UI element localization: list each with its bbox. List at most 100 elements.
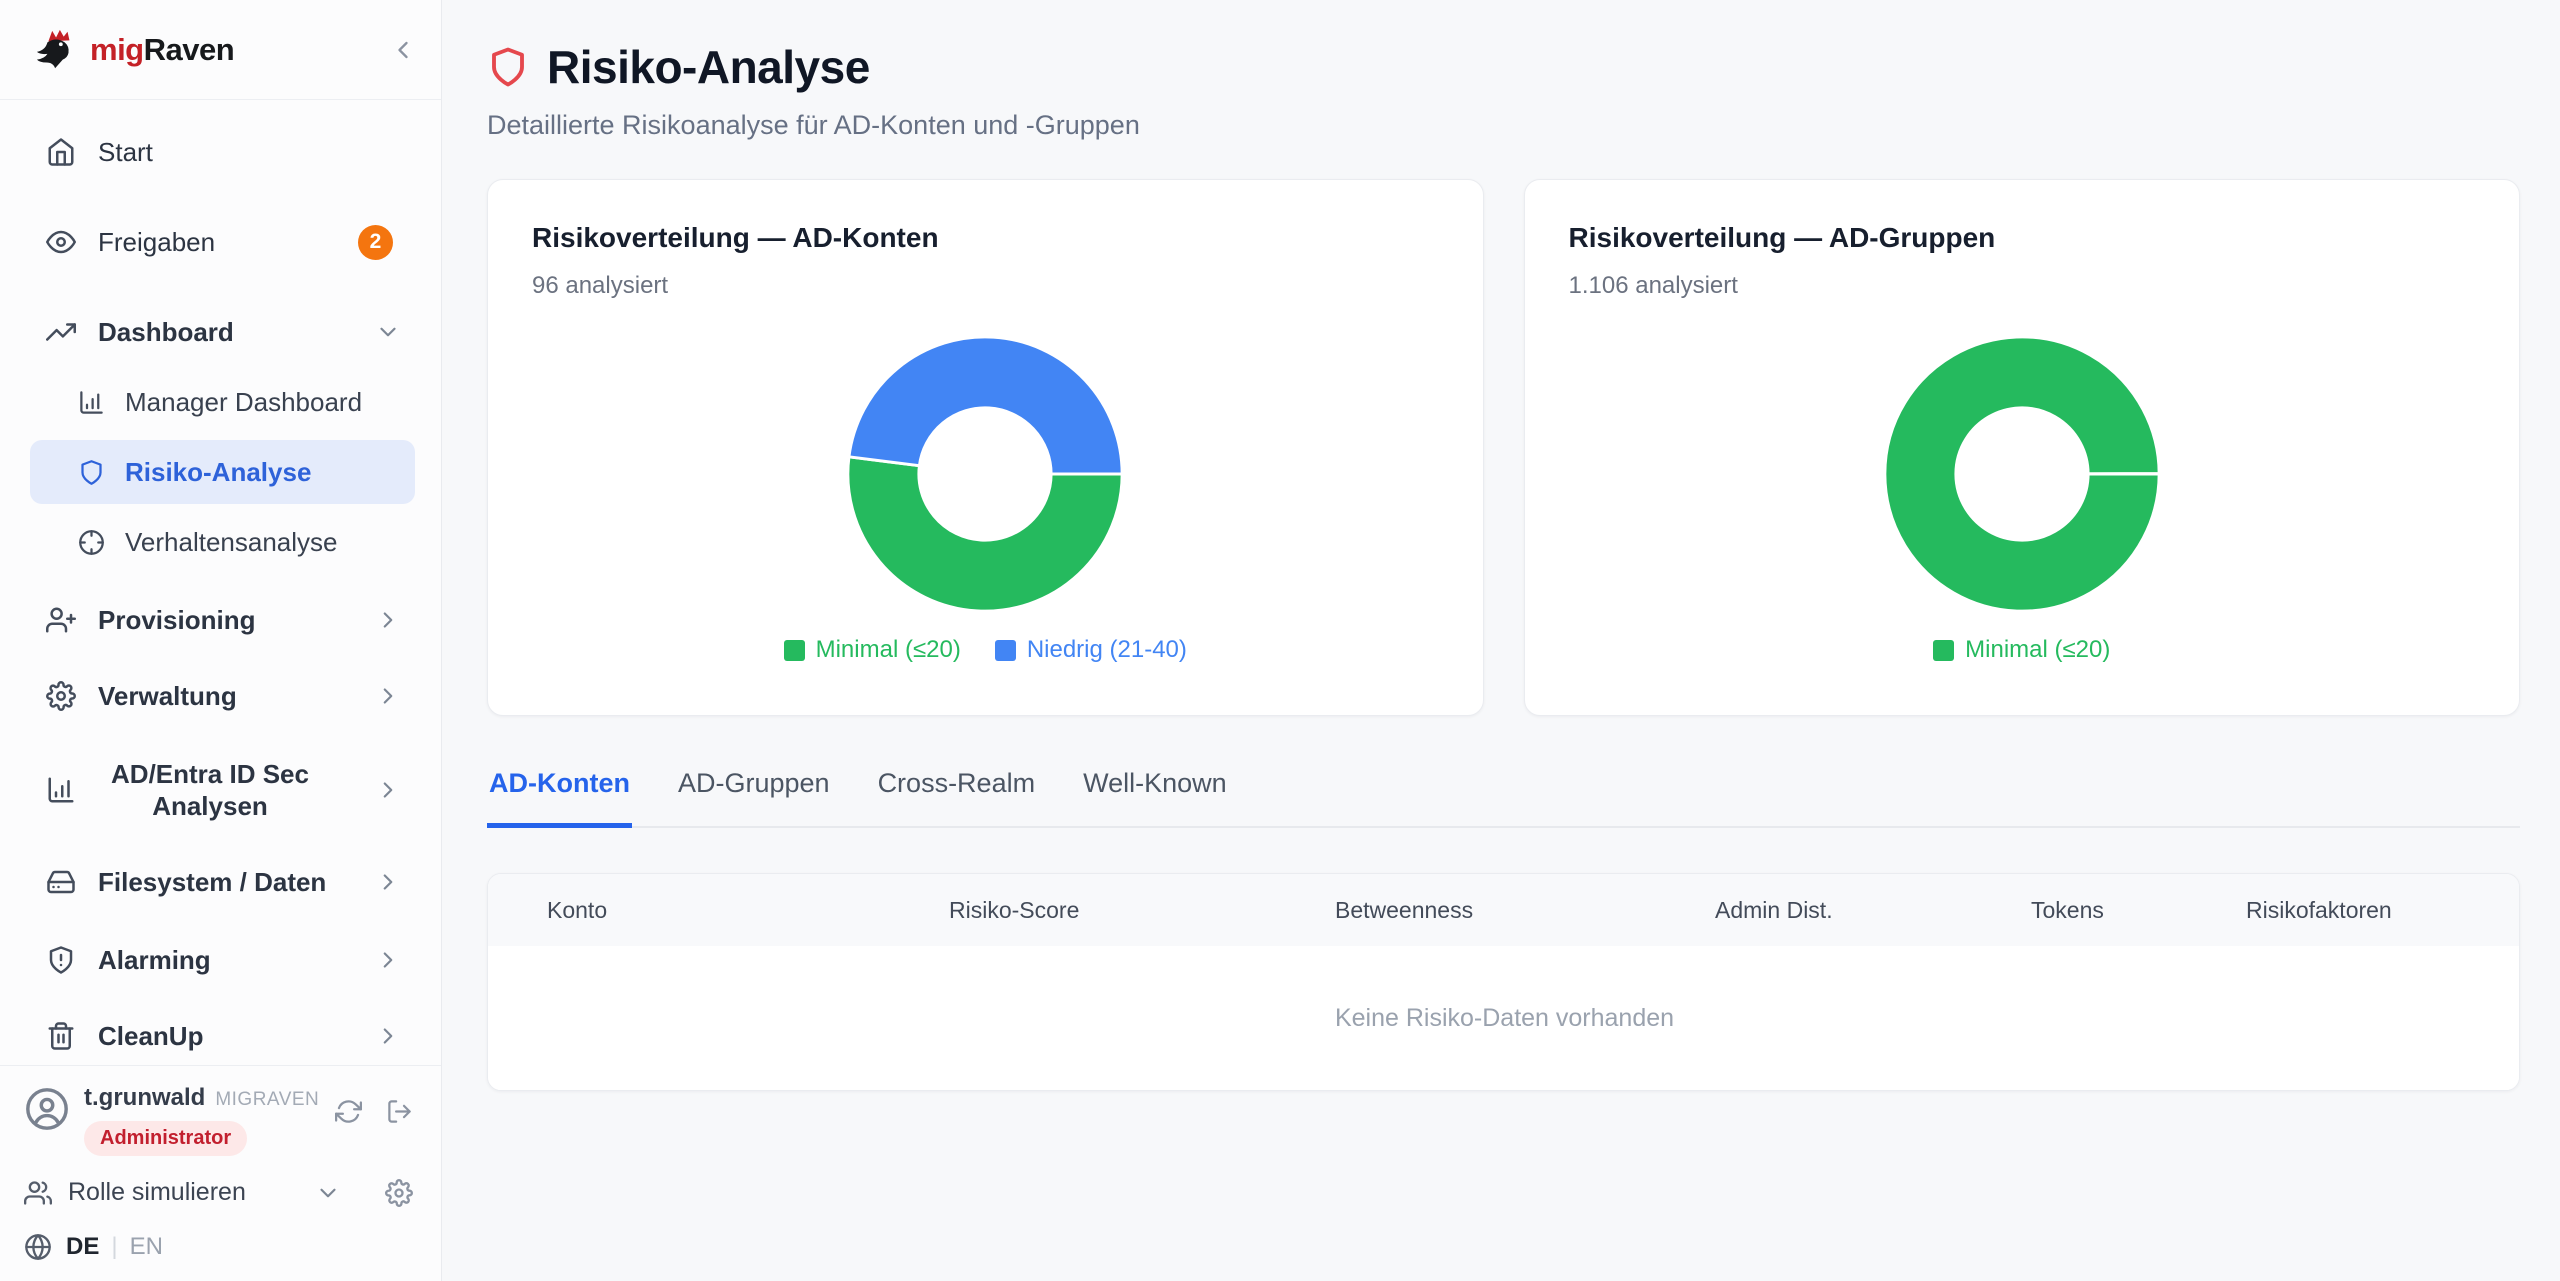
donut-chart-container bbox=[532, 326, 1439, 622]
user-panel: t.grunwald MIGRAVEN Administrator bbox=[24, 1084, 413, 1156]
legend-label: Niedrig (21-40) bbox=[1026, 636, 1187, 663]
empty-state-row: Keine Risiko-Daten vorhanden bbox=[488, 946, 2519, 1090]
lang-en-button[interactable]: EN bbox=[129, 1233, 163, 1260]
page-title: Risiko-Analyse bbox=[547, 41, 870, 93]
sidebar-item-freigaben[interactable]: Freigaben 2 bbox=[30, 210, 415, 274]
chart-legend: Minimal (≤20) bbox=[1569, 636, 2476, 664]
logout-icon bbox=[388, 1100, 411, 1123]
legend-label: Minimal (≤20) bbox=[815, 636, 961, 663]
column-header-tokens: Tokens bbox=[2031, 874, 2246, 946]
legend-swatch bbox=[783, 639, 805, 661]
sidebar-item-filesystem-daten[interactable]: Filesystem / Daten bbox=[30, 850, 415, 914]
chart-column-icon bbox=[78, 389, 105, 416]
sidebar: migRaven Start Freigaben 2 Dashboard bbox=[0, 0, 442, 1281]
legend-label: Minimal (≤20) bbox=[1965, 636, 2111, 663]
chevron-right-icon bbox=[375, 607, 401, 633]
chevron-right-icon bbox=[375, 1023, 401, 1049]
column-header-admin-dist: Admin Dist. bbox=[1715, 874, 2031, 946]
chevron-down-icon[interactable] bbox=[315, 1180, 341, 1206]
card-analyzed-count: 96 analysiert bbox=[532, 272, 669, 299]
eye-icon bbox=[46, 227, 76, 257]
chevron-right-icon bbox=[375, 777, 401, 803]
refresh-button[interactable] bbox=[335, 1098, 362, 1125]
column-header-risiko-score: Risiko-Score bbox=[949, 874, 1335, 946]
legend-item: Niedrig (21-40) bbox=[994, 636, 1187, 664]
sidebar-item-start[interactable]: Start bbox=[30, 120, 415, 184]
column-header-risikofaktoren: Risikofaktoren bbox=[2246, 874, 2519, 946]
tab-ad-gruppen[interactable]: AD-Gruppen bbox=[677, 768, 830, 798]
role-simulate-label: Rolle simulieren bbox=[68, 1178, 246, 1206]
sidebar-nav: Start Freigaben 2 Dashboard Manager Dash… bbox=[0, 100, 441, 1065]
sidebar-footer: t.grunwald MIGRAVEN Administrator Rolle … bbox=[0, 1065, 441, 1281]
role-badge: Administrator bbox=[84, 1121, 248, 1156]
sidebar-item-label: Filesystem / Daten bbox=[98, 866, 327, 897]
chevron-down-icon bbox=[375, 319, 401, 345]
page-header: Risiko-Analyse bbox=[487, 40, 2520, 94]
tab-ad-konten[interactable]: AD-Konten bbox=[487, 754, 632, 828]
sidebar-item-label: Manager Dashboard bbox=[125, 386, 363, 417]
sidebar-item-label: CleanUp bbox=[98, 1020, 204, 1051]
sidebar-item-verhaltensanalyse[interactable]: Verhaltensanalyse bbox=[30, 510, 415, 574]
role-simulate-select[interactable]: Rolle simulieren bbox=[24, 1178, 413, 1207]
shield-icon bbox=[487, 46, 529, 88]
collapse-sidebar-button[interactable] bbox=[389, 36, 417, 64]
gear-icon bbox=[385, 1178, 413, 1207]
sidebar-item-label: AD/Entra ID Sec Analysen bbox=[111, 758, 309, 822]
sidebar-item-ad-entra-sec-analysen[interactable]: AD/Entra ID Sec Analysen bbox=[30, 742, 415, 838]
hard-drive-icon bbox=[46, 867, 76, 897]
tab-cross-realm[interactable]: Cross-Realm bbox=[877, 768, 1036, 798]
brand-name: migRaven bbox=[90, 31, 235, 68]
chevron-right-icon bbox=[375, 869, 401, 895]
legend-swatch bbox=[1933, 639, 1955, 661]
chevron-left-icon bbox=[398, 41, 408, 58]
legend-swatch bbox=[994, 639, 1016, 661]
lang-de-button[interactable]: DE bbox=[66, 1233, 100, 1260]
users-icon bbox=[24, 1179, 52, 1207]
sidebar-item-label: Alarming bbox=[98, 944, 211, 975]
role-settings-button[interactable] bbox=[385, 1178, 413, 1207]
logout-button[interactable] bbox=[386, 1098, 413, 1125]
sidebar-item-label: Freigaben bbox=[98, 226, 216, 257]
card-analyzed-count: 1.106 analysiert bbox=[1568, 272, 1738, 299]
donut-segment bbox=[846, 455, 1124, 613]
tab-well-known[interactable]: Well-Known bbox=[1083, 768, 1227, 798]
user-plus-icon bbox=[46, 605, 76, 635]
sidebar-item-risiko-analyse[interactable]: Risiko-Analyse bbox=[30, 440, 415, 504]
sidebar-item-dashboard[interactable]: Dashboard bbox=[30, 300, 415, 364]
sidebar-item-verwaltung[interactable]: Verwaltung bbox=[30, 664, 415, 728]
brand-raven: Raven bbox=[143, 31, 235, 67]
crosshair-icon bbox=[78, 529, 105, 556]
column-header-konto: Konto bbox=[488, 874, 949, 946]
legend-item: Minimal (≤20) bbox=[1933, 636, 2110, 664]
chart-cards-row: Risikoverteilung — AD-Konten 96 analysie… bbox=[487, 179, 2520, 716]
risk-table-card: Konto Risiko-Score Betweenness Admin Dis… bbox=[487, 873, 2520, 1091]
sidebar-item-cleanup[interactable]: CleanUp bbox=[30, 1004, 415, 1065]
globe-icon bbox=[24, 1233, 52, 1261]
sidebar-item-label: Dashboard bbox=[98, 316, 234, 347]
table-header-row: Konto Risiko-Score Betweenness Admin Dis… bbox=[488, 874, 2519, 946]
language-switcher: DE | EN bbox=[24, 1233, 413, 1261]
chevron-right-icon bbox=[375, 683, 401, 709]
lang-separator: | bbox=[111, 1233, 118, 1260]
column-header-betweenness: Betweenness bbox=[1335, 874, 1715, 946]
sidebar-item-label: Start bbox=[98, 136, 153, 167]
sidebar-item-label: Verwaltung bbox=[98, 680, 237, 711]
page-subtitle: Detaillierte Risikoanalyse für AD-Konten… bbox=[487, 110, 1140, 140]
refresh-icon bbox=[335, 1100, 362, 1123]
chevron-right-icon bbox=[375, 947, 401, 973]
legend-item: Minimal (≤20) bbox=[783, 636, 961, 664]
card-risiko-ad-konten: Risikoverteilung — AD-Konten 96 analysie… bbox=[487, 179, 1484, 716]
user-actions bbox=[335, 1084, 413, 1125]
sidebar-item-provisioning[interactable]: Provisioning bbox=[30, 588, 415, 652]
sidebar-item-alarming[interactable]: Alarming bbox=[30, 928, 415, 992]
gear-icon bbox=[46, 681, 76, 711]
donut-segment bbox=[847, 335, 1124, 476]
raven-logo-icon bbox=[36, 29, 70, 68]
main-content: Risiko-Analyse Detaillierte Risikoanalys… bbox=[442, 0, 2560, 1281]
sidebar-header: migRaven bbox=[0, 0, 441, 100]
brand-logo[interactable]: migRaven bbox=[34, 27, 235, 73]
donut-chart bbox=[1883, 335, 2161, 613]
sidebar-item-manager-dashboard[interactable]: Manager Dashboard bbox=[30, 370, 415, 434]
card-title: Risikoverteilung — AD-Konten bbox=[532, 222, 939, 253]
